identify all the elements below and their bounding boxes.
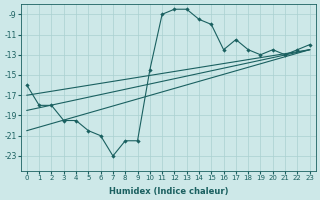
X-axis label: Humidex (Indice chaleur): Humidex (Indice chaleur) <box>108 187 228 196</box>
